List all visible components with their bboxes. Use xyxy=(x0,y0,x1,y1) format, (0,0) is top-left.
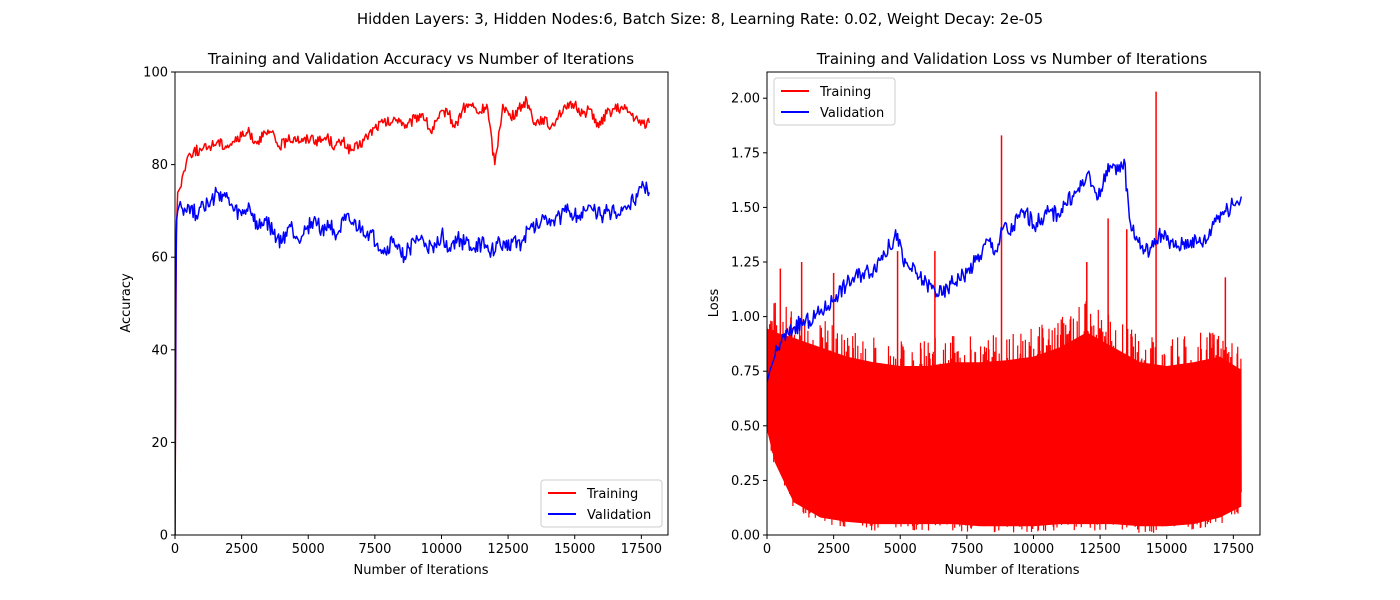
accuracy-x-tick-label: 17500 xyxy=(621,542,662,557)
loss-axes-frame xyxy=(766,71,1261,536)
loss-y-tick-label: 1.75 xyxy=(731,146,760,161)
loss-y-tick-label: 1.50 xyxy=(731,201,760,216)
loss-x-tick-label: 2500 xyxy=(817,542,850,557)
loss-x-tick-label: 7500 xyxy=(950,542,983,557)
loss-legend-training-label: Training xyxy=(819,85,871,100)
loss-plot-area: 0 2500 5000 7500 10000 12500 15000 17500 0.00 0.2… xyxy=(731,71,1261,557)
accuracy-chart-title: Training and Validation Accuracy vs Numb… xyxy=(207,50,634,68)
loss-training-series-band xyxy=(767,328,1242,527)
accuracy-y-axis-label: Accuracy xyxy=(119,273,134,333)
loss-y-tick-label: 1.25 xyxy=(731,256,760,271)
accuracy-y-tick-label: 60 xyxy=(151,251,168,266)
accuracy-legend-box xyxy=(540,479,663,528)
accuracy-x-tick-label: 7500 xyxy=(358,542,391,557)
accuracy-y-tick-label: 40 xyxy=(151,343,168,358)
loss-validation-series xyxy=(767,158,1243,383)
loss-legend: Training Validation xyxy=(773,77,896,126)
loss-legend-validation-label: Validation xyxy=(820,106,884,121)
accuracy-y-tick-label: 0 xyxy=(160,529,168,544)
accuracy-plot-area: 0 2500 5000 7500 10000 12500 15000 17500 0 20 40 60… xyxy=(143,66,669,557)
loss-x-tick-label: 12500 xyxy=(1079,542,1120,557)
loss-y-tick-label: 1.00 xyxy=(731,310,760,325)
loss-y-tick-label: 0.75 xyxy=(731,365,760,380)
accuracy-legend: Training Validation xyxy=(540,479,663,528)
accuracy-x-tick-label: 15000 xyxy=(554,542,595,557)
loss-x-tick-label: 15000 xyxy=(1146,542,1187,557)
accuracy-x-tick-label: 2500 xyxy=(225,542,258,557)
accuracy-y-tick-label: 20 xyxy=(151,436,168,451)
loss-x-tick-label: 5000 xyxy=(884,542,917,557)
loss-x-tick-label: 10000 xyxy=(1013,542,1054,557)
accuracy-y-tick-label: 80 xyxy=(151,158,168,173)
accuracy-x-tick-label: 12500 xyxy=(487,542,528,557)
accuracy-x-tick-label: 10000 xyxy=(421,542,462,557)
accuracy-series-group xyxy=(175,95,651,535)
loss-y-tick-label: 0.25 xyxy=(731,474,760,489)
accuracy-legend-validation-label: Validation xyxy=(587,508,651,523)
loss-y-tick-label: 0.00 xyxy=(731,529,760,544)
accuracy-x-axis-label: Number of Iterations xyxy=(354,563,489,578)
accuracy-chart: Training and Validation Accuracy vs Numb… xyxy=(119,50,669,578)
loss-x-axis-label: Number of Iterations xyxy=(945,563,1080,578)
accuracy-axes-frame xyxy=(174,71,669,536)
loss-y-axis-label: Loss xyxy=(707,289,722,318)
accuracy-x-tick-label: 0 xyxy=(171,542,179,557)
loss-x-tick-label: 0 xyxy=(763,542,771,557)
loss-series-group xyxy=(767,91,1243,533)
loss-chart: Training and Validation Loss vs Number o… xyxy=(707,50,1261,578)
accuracy-validation-series xyxy=(175,180,651,535)
loss-chart-title: Training and Validation Loss vs Number o… xyxy=(816,50,1208,68)
loss-y-tick-label: 2.00 xyxy=(731,92,760,107)
loss-x-tick-label: 17500 xyxy=(1213,542,1254,557)
accuracy-y-tick-label: 100 xyxy=(143,66,168,81)
accuracy-training-series xyxy=(175,95,651,535)
accuracy-x-tick-label: 5000 xyxy=(292,542,325,557)
figure-suptitle: Hidden Layers: 3, Hidden Nodes:6, Batch … xyxy=(357,10,1043,28)
loss-y-tick-label: 0.50 xyxy=(731,419,760,434)
loss-legend-box xyxy=(773,77,896,126)
accuracy-legend-training-label: Training xyxy=(586,487,638,502)
